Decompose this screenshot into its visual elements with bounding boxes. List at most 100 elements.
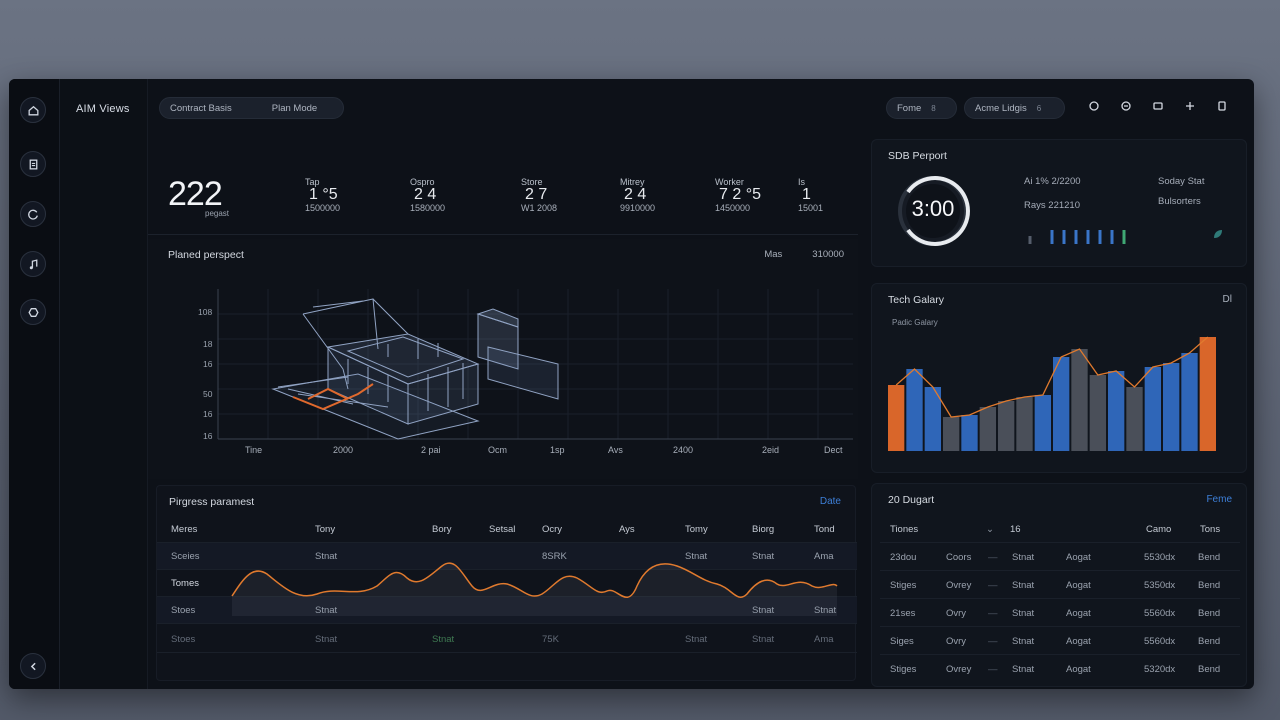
stat-label: Tap	[305, 177, 320, 187]
table-row[interactable]: Tomes	[157, 570, 857, 597]
column-header[interactable]: Ocry	[542, 524, 563, 535]
cell: Bend	[1198, 664, 1221, 675]
cell: Stnat	[1012, 580, 1035, 591]
cell: Aogat	[1066, 608, 1091, 619]
mode-selector-right: Plan Mode	[271, 102, 318, 114]
dash: —	[988, 552, 998, 563]
transfer-title: 20 Dugart	[888, 494, 935, 506]
cell: Stiges	[890, 580, 917, 591]
column-header[interactable]: Tons	[1200, 524, 1221, 535]
column-header[interactable]: Biorg	[752, 524, 775, 535]
plan-meta-left: Mas	[764, 249, 783, 260]
table-row[interactable]: Stiges Ovrey — Stnat Aogat 5350dx Bend	[880, 572, 1240, 599]
mode-selector-left: Contract Basis	[170, 102, 232, 114]
progress-sparkline	[231, 562, 838, 616]
collapse-icon[interactable]	[20, 653, 46, 679]
x-tick: 2eid	[762, 445, 780, 455]
stat-label: Store	[521, 177, 543, 187]
report-kv: Bulsorters	[1158, 196, 1201, 207]
column-header[interactable]: Tiones	[890, 524, 919, 535]
y-tick: 16	[203, 431, 213, 441]
cell: 5320dx	[1144, 664, 1176, 675]
chart-bar	[1144, 367, 1161, 451]
table-row[interactable]: 23dou Coors — Stnat Aogat 5530dx Bend	[880, 544, 1240, 571]
cell: 5560dx	[1144, 608, 1176, 619]
stat-label: Worker	[715, 177, 744, 187]
cell: Stoes	[171, 605, 196, 616]
column-header[interactable]: Bory	[432, 524, 452, 535]
column-header[interactable]: Ays	[619, 524, 635, 535]
column-header[interactable]: Tond	[814, 524, 835, 535]
table-header: Meres Tony Bory Setsal Ocry Ays Tomy Bio…	[157, 516, 857, 543]
x-tick: Avs	[608, 445, 623, 455]
table-row[interactable]: Stoes Stnat Stnat Stnat	[157, 597, 857, 624]
cell: Stnat	[315, 551, 338, 562]
cell: Stnat	[432, 634, 455, 645]
chevron-down-icon[interactable]: ⌄	[986, 524, 994, 535]
report-card: SDB Perport 3:00 Ai 1% 2/2200 Rays 22121…	[871, 139, 1247, 267]
cell: Ama	[814, 551, 834, 562]
monitor-icon[interactable]	[1149, 97, 1167, 115]
cell: Stiges	[890, 664, 917, 675]
stat-foot: 9910000	[620, 203, 656, 213]
notification-icon[interactable]	[1213, 97, 1231, 115]
filter-dropdown[interactable]: Fome 8	[886, 97, 957, 119]
cell: Stnat	[814, 605, 836, 616]
document-icon[interactable]	[20, 151, 46, 177]
column-header[interactable]: Meres	[171, 524, 198, 535]
column-header[interactable]: Tony	[315, 524, 336, 535]
cell: 23dou	[890, 552, 917, 563]
chart-bar	[1181, 353, 1198, 451]
trend-link[interactable]: Dl	[1222, 294, 1232, 305]
stat-foot: 1450000	[715, 203, 751, 213]
home-icon[interactable]	[20, 97, 46, 123]
progress-title: Pirgress paramest	[169, 496, 255, 508]
table-row[interactable]: Stiges Ovrey — Stnat Aogat 5320dx Bend	[880, 656, 1240, 683]
dash: —	[988, 580, 998, 591]
app-window: AIM Views Contract Basis Plan Mode Fome …	[9, 79, 1254, 689]
cell: Aogat	[1066, 552, 1091, 563]
x-tick: 2400	[673, 445, 694, 455]
y-tick: 18	[203, 339, 213, 349]
chart-bar	[979, 407, 996, 451]
cell: Stnat	[752, 634, 775, 645]
cell: Sceies	[171, 551, 200, 562]
cell: Stnat	[752, 605, 774, 616]
settings-icon[interactable]	[20, 299, 46, 325]
stat-value: 1	[802, 186, 811, 203]
share-icon[interactable]	[1117, 97, 1135, 115]
refresh-icon[interactable]	[1085, 97, 1103, 115]
cell: Stnat	[752, 551, 775, 562]
move-icon[interactable]	[1181, 97, 1199, 115]
x-tick: Tine	[245, 445, 263, 455]
chart-bar	[1126, 387, 1143, 451]
account-label: Acme Lidgis	[975, 102, 1027, 114]
cell: Bend	[1198, 552, 1221, 563]
cell: Ovry	[946, 636, 967, 647]
cell: Stoes	[171, 634, 196, 645]
cell: Aogat	[1066, 580, 1091, 591]
cell: Siges	[890, 636, 914, 647]
mode-selector[interactable]: Contract Basis Plan Mode	[159, 97, 344, 119]
cell: 5530dx	[1144, 552, 1176, 563]
cell: Stnat	[685, 551, 708, 562]
chart-bar	[1108, 371, 1125, 451]
account-value: 6	[1036, 103, 1042, 113]
table-row[interactable]: Siges Ovry — Stnat Aogat 5560dx Bend	[880, 628, 1240, 655]
column-header[interactable]: Tomy	[685, 524, 708, 535]
table-row[interactable]: Sceies Stnat 8SRK Stnat Stnat Ama	[157, 543, 857, 570]
column-header[interactable]: 16	[1010, 524, 1021, 535]
column-header[interactable]: Camo	[1146, 524, 1172, 535]
table-row[interactable]: 21ses Ovry — Stnat Aogat 5560dx Bend	[880, 600, 1240, 627]
account-dropdown[interactable]: Acme Lidgis 6	[964, 97, 1065, 119]
stat-1: Tap 1 °5 1500000	[305, 177, 385, 213]
stat-value: 2 4	[414, 186, 437, 203]
column-header[interactable]: Setsal	[489, 524, 516, 535]
transfer-link[interactable]: Feme	[1206, 494, 1232, 505]
music-icon[interactable]	[20, 251, 46, 277]
leaf-icon[interactable]	[1212, 228, 1224, 240]
table-row[interactable]: Stoes Stnat Stnat 75K Stnat Stnat Ama	[157, 626, 857, 653]
dash: —	[988, 608, 998, 619]
sync-icon[interactable]	[20, 201, 46, 227]
progress-date-link[interactable]: Date	[819, 496, 841, 507]
